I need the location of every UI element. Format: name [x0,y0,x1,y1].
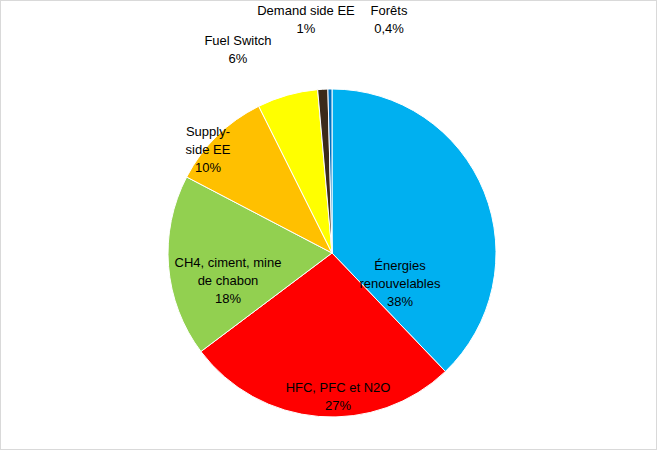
slice-label: Fuel Switch [204,33,271,48]
frame [1,1,657,450]
slice-label: Énergies renouvelables [360,258,441,291]
slice-label-line: Énergies [374,258,426,273]
value-label: 10% [195,160,221,175]
slice-label: Forêts [371,3,408,18]
slice-label: CH4, ciment, mine de chabon [175,255,282,288]
slice-label-line: renouvelables [360,276,441,291]
slice-label-line: Demand side EE [257,3,355,18]
chart: Énergies renouvelables 38% HFC, PFC et N2O 2… [0,0,657,450]
labels: Énergies renouvelables 38% HFC, PFC et N2O 2… [175,3,441,413]
slice-label-line: CH4, ciment, mine [175,255,282,270]
value-label: 38% [387,294,413,309]
pie-slice [259,90,332,253]
pie-slice [318,89,332,253]
slices [168,89,496,417]
pie-slice [328,89,332,253]
slice-label-line: Supply- [186,124,230,139]
value-label: 27% [325,398,351,413]
slice-label-line: side EE [186,142,231,157]
slice-label-line: Fuel Switch [204,33,271,48]
value-label: 6% [229,51,248,66]
slice-label-line: HFC, PFC et N2O [286,380,391,395]
slice-label: Demand side EE [257,3,355,18]
value-label: 0,4% [374,21,404,36]
value-label: 1% [297,21,316,36]
slice-label-line: Forêts [371,3,408,18]
slice-label-line: de chabon [198,273,259,288]
value-label: 18% [215,291,241,306]
slice-label: HFC, PFC et N2O [286,380,391,395]
slice-label: Supply-side EE [186,124,231,157]
